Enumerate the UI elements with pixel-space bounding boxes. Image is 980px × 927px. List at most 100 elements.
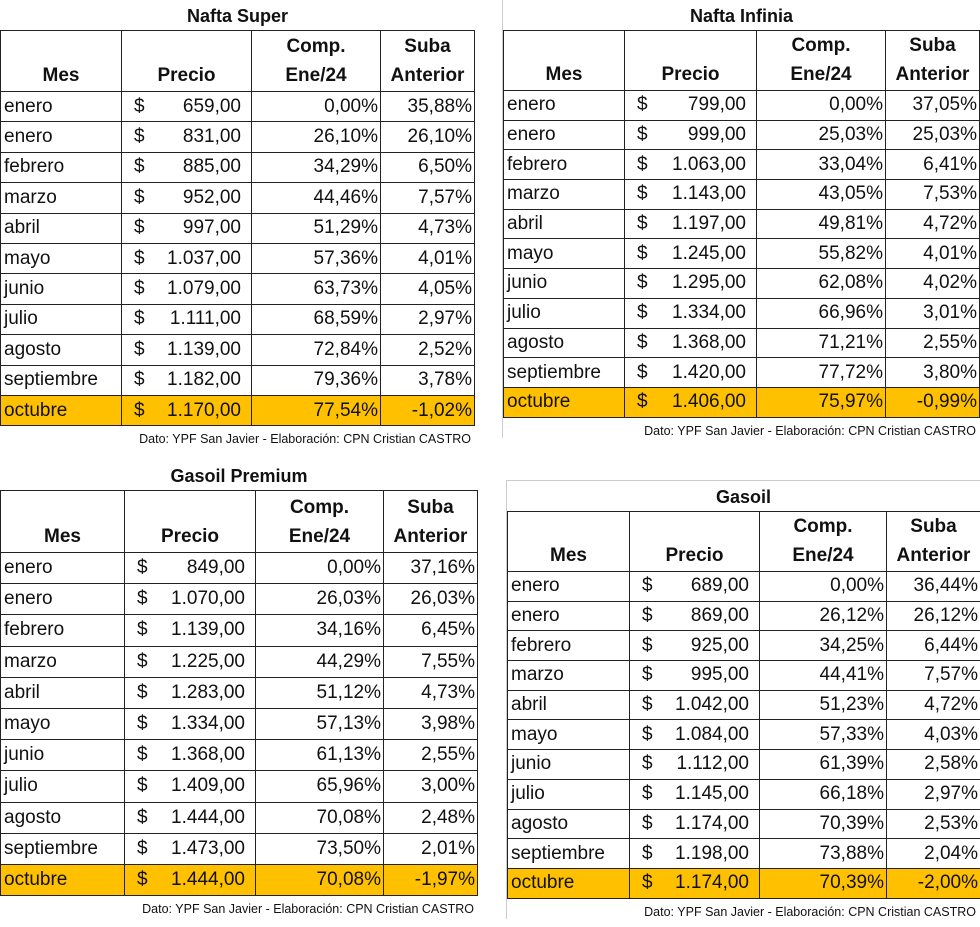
- currency-symbol: $: [637, 183, 648, 205]
- table-row: abril $1.283,00 51,12% 4,73%: [0, 676, 478, 709]
- table-row: marzo $1.225,00 44,29% 7,55%: [0, 645, 478, 678]
- cell-comp: 70,39%: [759, 808, 887, 840]
- cell-comp: 0,00%: [756, 90, 886, 121]
- table-row: julio $1.334,00 66,96% 3,01%: [503, 297, 980, 329]
- cell-mes: septiembre: [0, 832, 125, 865]
- table-row: enero $659,00 0,00% 35,88%: [0, 90, 475, 123]
- table-row: mayo $1.245,00 55,82% 4,01%: [503, 238, 980, 270]
- currency-symbol: $: [637, 272, 648, 294]
- cell-precio: $1.198,00: [629, 838, 760, 869]
- cell-precio: $1.111,00: [121, 303, 252, 336]
- cell-precio: $659,00: [121, 90, 252, 123]
- source-footer: Dato: YPF San Javier - Elaboración: CPN …: [644, 904, 976, 919]
- cell-comp: 62,08%: [756, 268, 886, 299]
- currency-symbol: $: [134, 369, 145, 391]
- currency-symbol: $: [637, 94, 648, 116]
- table-row: octubre $1.174,00 70,39% -2,00%: [507, 867, 980, 899]
- currency-symbol: $: [137, 806, 148, 828]
- currency-symbol: $: [642, 634, 653, 656]
- price-table: Mes Precio Comp. Ene/24 Suba Anterior ener…: [503, 30, 980, 418]
- cell-mes: abril: [503, 208, 625, 240]
- cell-comp: 68,59%: [251, 303, 381, 336]
- table-box: Gasoil Premium Mes Precio Comp. Ene/24 Su…: [0, 460, 478, 916]
- header-row: Mes Precio Comp. Ene/24 Suba Anterior: [0, 490, 478, 553]
- cell-suba: 3,98%: [383, 707, 478, 741]
- cell-comp: 26,10%: [251, 121, 381, 153]
- source-footer: Dato: YPF San Javier - Elaboración: CPN …: [139, 432, 471, 447]
- cell-comp: 70,08%: [255, 863, 384, 897]
- cell-precio: $1.063,00: [624, 149, 757, 181]
- cell-precio: $1.084,00: [629, 719, 760, 751]
- cell-precio: $1.420,00: [624, 357, 757, 388]
- currency-symbol: $: [642, 664, 653, 686]
- currency-symbol: $: [642, 783, 653, 805]
- currency-symbol: $: [637, 331, 648, 353]
- cell-comp: 61,39%: [759, 749, 887, 780]
- cell-comp: 73,50%: [255, 832, 384, 865]
- cell-mes: marzo: [0, 182, 122, 214]
- table-gasoil-premium: Gasoil Premium Mes Precio Comp. Ene/24 Su…: [0, 460, 478, 916]
- table-box: Gasoil Mes Precio Comp. Ene/24 Suba Anteri…: [506, 480, 980, 919]
- table-row: mayo $1.037,00 57,36% 4,01%: [0, 242, 475, 275]
- table-row: enero $831,00 26,10% 26,10%: [0, 121, 475, 153]
- header-comp: Comp. Ene/24: [756, 30, 886, 91]
- cell-suba: 7,55%: [383, 645, 478, 678]
- header-mes: Mes: [0, 490, 125, 553]
- cell-suba: 2,55%: [383, 739, 478, 772]
- cell-mes: mayo: [503, 238, 625, 270]
- table-row: junio $1.112,00 61,39% 2,58%: [507, 749, 980, 780]
- cell-comp: 51,12%: [255, 676, 384, 709]
- header-row: Mes Precio Comp. Ene/24 Suba Anterior: [503, 30, 980, 91]
- cell-comp: 70,39%: [759, 867, 887, 899]
- currency-symbol: $: [134, 95, 145, 117]
- cell-comp: 57,13%: [255, 707, 384, 741]
- cell-suba: 4,02%: [885, 268, 980, 299]
- cell-precio: $1.145,00: [629, 778, 760, 810]
- currency-symbol: $: [642, 872, 653, 894]
- cell-mes: enero: [0, 121, 122, 153]
- currency-symbol: $: [134, 278, 145, 300]
- header-precio: Precio: [124, 490, 256, 553]
- cell-precio: $1.139,00: [121, 334, 252, 366]
- cell-precio: $1.406,00: [624, 386, 757, 418]
- cell-suba: 7,57%: [886, 660, 980, 691]
- cell-comp: 33,04%: [756, 149, 886, 181]
- price-table: Mes Precio Comp. Ene/24 Suba Anterior ener…: [0, 490, 478, 897]
- cell-comp: 65,96%: [255, 770, 384, 803]
- cell-comp: 72,84%: [251, 334, 381, 366]
- cell-mes: enero: [507, 571, 630, 602]
- cell-suba: 2,48%: [383, 801, 478, 834]
- currency-symbol: $: [637, 361, 648, 383]
- cell-suba: 35,88%: [380, 90, 475, 123]
- currency-symbol: $: [637, 391, 648, 413]
- table-row: julio $1.145,00 66,18% 2,97%: [507, 778, 980, 810]
- cell-precio: $849,00: [124, 551, 256, 585]
- cell-precio: $1.042,00: [629, 689, 760, 721]
- cell-mes: marzo: [507, 660, 630, 691]
- cell-precio: $995,00: [629, 660, 760, 691]
- cell-precio: $1.174,00: [629, 867, 760, 899]
- currency-symbol: $: [134, 247, 145, 269]
- cell-comp: 71,21%: [756, 327, 886, 359]
- currency-symbol: $: [134, 217, 145, 239]
- cell-mes: julio: [0, 303, 122, 336]
- cell-mes: junio: [0, 273, 122, 305]
- cell-precio: $1.334,00: [124, 707, 256, 741]
- source-footer: Dato: YPF San Javier - Elaboración: CPN …: [644, 423, 976, 438]
- table-row: enero $689,00 0,00% 36,44%: [507, 571, 980, 602]
- table-row: septiembre $1.420,00 77,72% 3,80%: [503, 357, 980, 388]
- cell-mes: mayo: [0, 707, 125, 741]
- cell-mes: junio: [0, 739, 125, 772]
- cell-mes: febrero: [503, 149, 625, 181]
- cell-mes: septiembre: [507, 838, 630, 869]
- cell-mes: octubre: [507, 867, 630, 899]
- cell-suba: 3,80%: [885, 357, 980, 388]
- cell-precio: $799,00: [624, 90, 757, 121]
- header-precio: Precio: [624, 30, 757, 91]
- header-comp: Comp. Ene/24: [759, 511, 887, 572]
- header-comp: Comp. Ene/24: [251, 30, 381, 92]
- currency-symbol: $: [637, 242, 648, 264]
- cell-suba: -0,99%: [885, 386, 980, 418]
- cell-precio: $1.225,00: [124, 645, 256, 678]
- cell-suba: 3,00%: [383, 770, 478, 803]
